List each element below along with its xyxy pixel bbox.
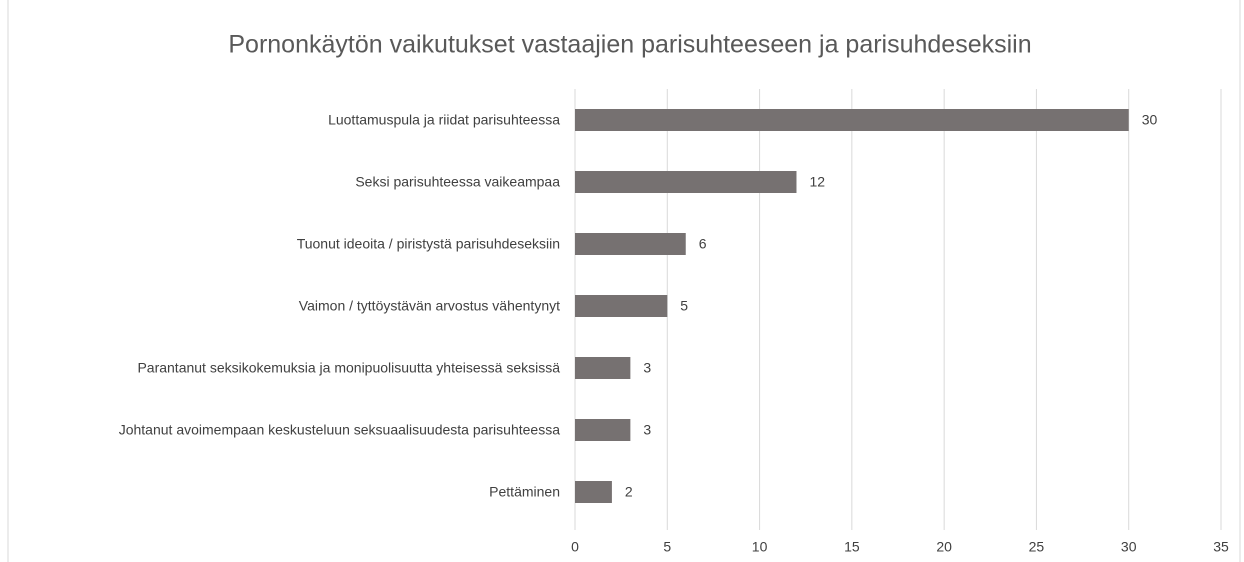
x-tick-label: 0 — [571, 539, 579, 555]
data-label: 3 — [643, 360, 651, 376]
y-tick-label: Johtanut avoimempaan keskusteluun seksua… — [119, 422, 560, 438]
bar — [575, 109, 1129, 131]
data-label: 6 — [699, 236, 707, 252]
bar — [575, 357, 631, 379]
bar — [575, 295, 668, 317]
y-tick-label: Luottamuspula ja riidat parisuhteessa — [328, 112, 560, 128]
bar — [575, 419, 631, 441]
bar — [575, 233, 686, 255]
x-tick-label: 5 — [663, 539, 671, 555]
x-tick-label: 30 — [1121, 539, 1137, 555]
data-label: 2 — [625, 484, 633, 500]
x-tick-label: 15 — [844, 539, 860, 555]
data-label: 12 — [809, 174, 825, 190]
x-tick-label: 10 — [752, 539, 768, 555]
y-tick-label: Tuonut ideoita / piristystä parisuhdesek… — [297, 236, 560, 252]
bar — [575, 481, 612, 503]
y-tick-label: Vaimon / tyttöystävän arvostus vähentyny… — [299, 298, 560, 314]
data-label: 30 — [1142, 112, 1158, 128]
y-tick-label: Seksi parisuhteessa vaikeampaa — [355, 174, 560, 190]
x-tick-label: 25 — [1029, 539, 1045, 555]
y-tick-label: Parantanut seksikokemuksia ja monipuolis… — [137, 360, 560, 376]
y-tick-label: Pettäminen — [489, 484, 560, 500]
x-tick-label: 20 — [936, 539, 952, 555]
data-label: 3 — [643, 422, 651, 438]
bar — [575, 171, 797, 193]
data-label: 5 — [680, 298, 688, 314]
chart-title: Pornonkäytön vaikutukset vastaajien pari… — [228, 31, 1031, 59]
x-tick-label: 35 — [1213, 539, 1229, 555]
